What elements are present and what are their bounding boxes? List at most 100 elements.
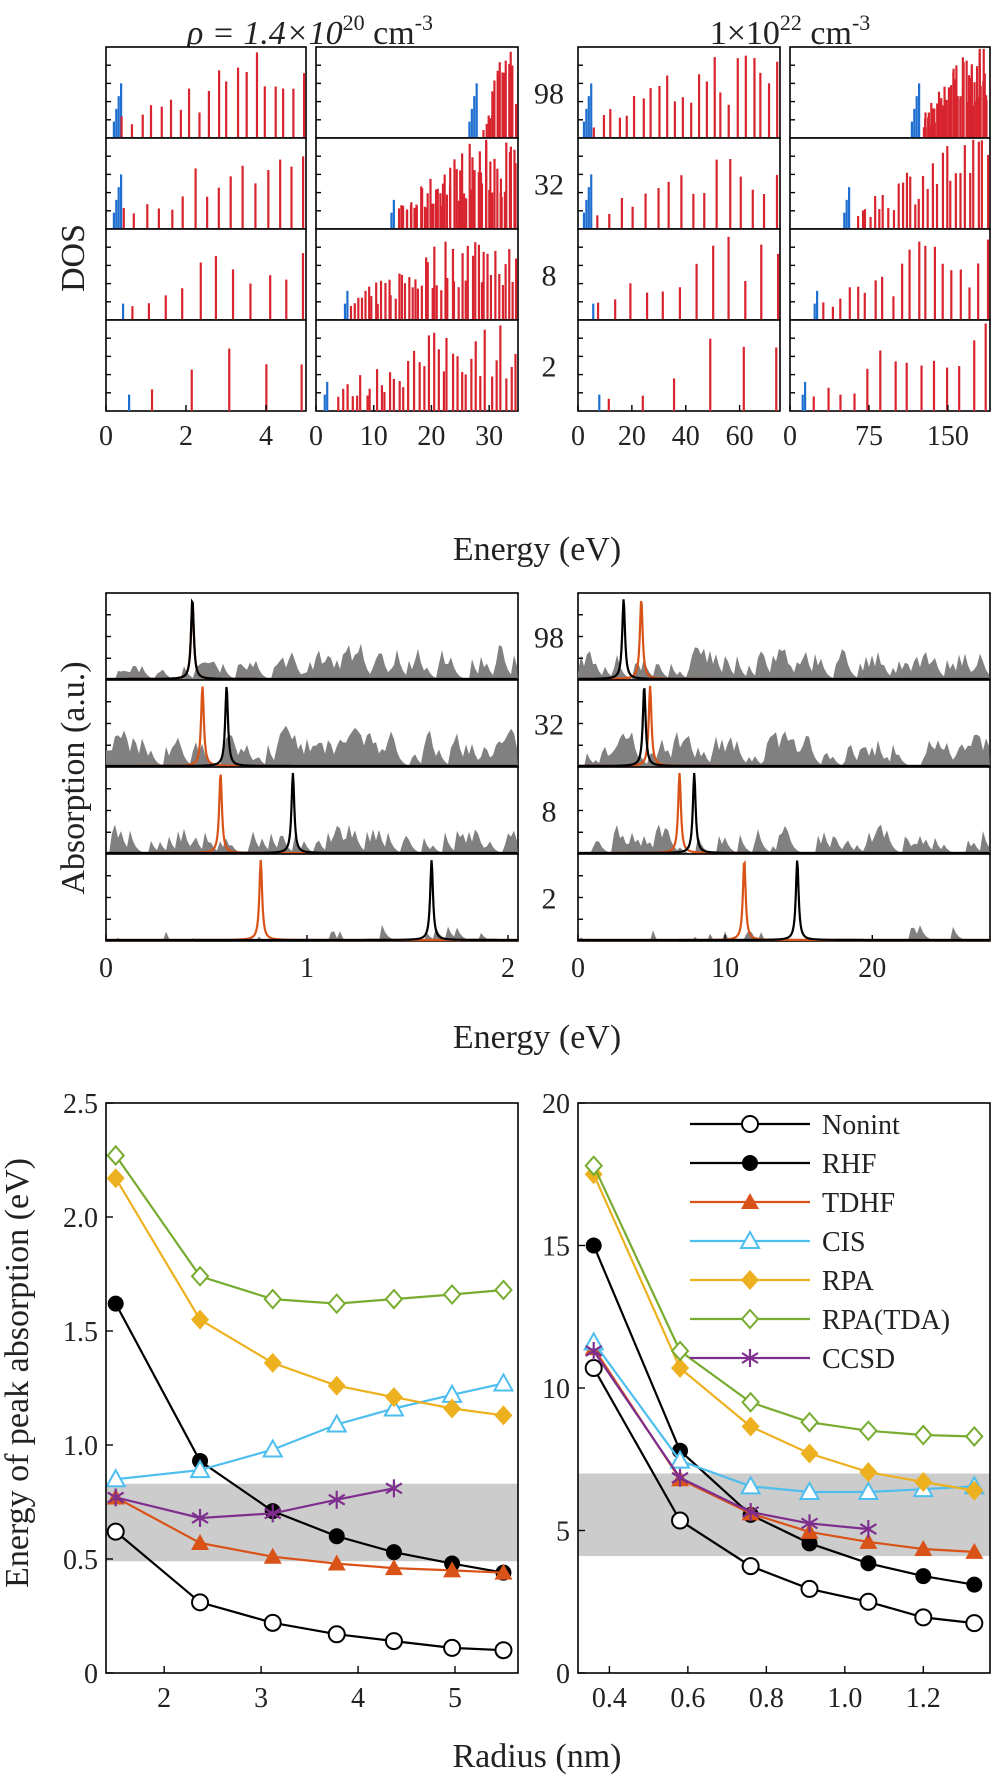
radius-xlabel: Radius (nm): [452, 1738, 621, 1775]
series-marker: [965, 1542, 984, 1559]
dos-xtick-label: 10: [360, 421, 388, 452]
dos-unoccupied-bar: [985, 95, 988, 138]
dos-unoccupied-bar: [225, 81, 228, 138]
series-marker: [383, 1397, 405, 1417]
dos-unoccupied-bar: [901, 263, 904, 320]
series-marker: [915, 1568, 932, 1585]
dos-unoccupied-bar: [963, 145, 966, 229]
series-marker-stroke: [385, 1482, 403, 1495]
legend-marker: [741, 1270, 759, 1290]
dos-unoccupied-bar: [489, 118, 492, 138]
dos-unoccupied-bar: [207, 90, 211, 138]
legend-marker: [741, 1349, 759, 1367]
dos-unoccupied-bar: [413, 207, 416, 229]
dos-unoccupied-bar: [357, 297, 360, 320]
series-marker: [189, 1459, 211, 1479]
dos-unoccupied-bar: [241, 165, 244, 229]
dos-unoccupied-bar: [464, 280, 467, 320]
dos-unoccupied-bar: [695, 263, 698, 320]
dos-unoccupied-bar: [442, 371, 446, 411]
abs-xtick-label: 1: [300, 953, 314, 984]
dos-unoccupied-bar: [715, 159, 718, 229]
dos-panel: [789, 46, 991, 139]
series-marker: [670, 1340, 690, 1362]
dos-occupied-bar: [326, 381, 329, 411]
dos-unoccupied-bar: [470, 358, 473, 411]
dos-row-label: 2: [542, 351, 557, 384]
legend-marker: [741, 1115, 759, 1133]
abs-panel: 0 10 20: [571, 853, 991, 984]
dos-unoccupied-bar: [423, 366, 426, 411]
dos-occupied-bar: [470, 108, 473, 138]
dos-unoccupied-bar: [857, 286, 860, 320]
dos-unoccupied-bar: [509, 51, 512, 138]
dos-unoccupied-bar: [415, 206, 418, 229]
dos-unoccupied-bar: [146, 204, 149, 229]
abs-spectrum-area: [106, 824, 518, 854]
dos-unoccupied-bar: [742, 346, 745, 411]
dos-frame: [105, 137, 307, 230]
dos-unoccupied-bar: [921, 175, 925, 229]
dos-unoccupied-bar: [489, 161, 492, 229]
dos-occupied-bar: [910, 121, 913, 138]
dos-unoccupied-bar: [881, 276, 884, 320]
abs-xtick-label: 0: [571, 953, 585, 984]
dos-unoccupied-bar: [986, 239, 990, 320]
dos-panel: [315, 228, 519, 321]
dos-occupied-bar: [587, 187, 590, 229]
dos-panel: 0 75 150: [783, 319, 991, 452]
dos-unoccupied-bar: [292, 88, 295, 138]
dos-unoccupied-bar: [401, 205, 405, 229]
peak-ytick-label: 2.5: [63, 1089, 98, 1120]
dos-unoccupied-bar: [491, 376, 494, 411]
dos-unoccupied-bar: [384, 283, 387, 320]
dos-unoccupied-bar: [959, 173, 962, 229]
dos-unoccupied-bar: [473, 170, 476, 229]
dos-unoccupied-bar: [775, 347, 778, 411]
series-marker: [262, 1438, 284, 1458]
series-marker: [585, 1237, 602, 1254]
dos-unoccupied-bar: [642, 98, 645, 138]
dos-unoccupied-bar: [279, 159, 282, 229]
dos-unoccupied-bar: [863, 209, 867, 229]
dos-unoccupied-bar: [729, 159, 732, 229]
peak-bg: [106, 1103, 518, 1673]
dos-unoccupied-bar: [480, 282, 484, 320]
series-marker: [671, 1358, 690, 1379]
dos-unoccupied-bar: [368, 286, 371, 320]
series-marker: [669, 1449, 691, 1469]
dos-unoccupied-bar: [972, 139, 975, 229]
series-marker: [801, 1535, 818, 1552]
peak-xtick-label: 0.6: [670, 1683, 705, 1714]
dos-unoccupied-bar: [228, 348, 231, 411]
series-marker: [107, 1488, 125, 1507]
dos-unoccupied-bar: [625, 115, 628, 138]
dos-unoccupied-bar: [644, 193, 647, 229]
dos-unoccupied-bar: [874, 196, 877, 229]
series-marker: [966, 1576, 983, 1593]
dos-unoccupied-bar: [727, 104, 730, 138]
abs-xtick-label: 20: [858, 953, 886, 984]
dos-occupied-bar: [323, 394, 326, 411]
series-marker: [914, 1608, 933, 1627]
dos-unoccupied-bar: [892, 210, 896, 229]
dos-unoccupied-bar: [703, 193, 706, 229]
dos-xtick-label: 0: [571, 421, 585, 452]
dos-frame: [789, 319, 991, 412]
series-marker: [494, 1563, 513, 1580]
dos-unoccupied-bar: [879, 350, 882, 411]
dos-unoccupied-bar: [857, 216, 860, 229]
series-marker: [385, 1544, 402, 1561]
series-marker: [106, 1144, 126, 1166]
dos-unoccupied-bar: [420, 285, 423, 320]
dos-unoccupied-bar: [120, 116, 123, 138]
series-marker: [671, 1468, 689, 1487]
dos-frame: [577, 319, 781, 412]
dos-row-label: 8: [542, 260, 557, 293]
dos-frame: [315, 319, 519, 412]
series-marker: [494, 1641, 513, 1660]
series-marker-stroke: [671, 1471, 689, 1484]
series-marker: [859, 1462, 878, 1483]
dos-unoccupied-bar: [649, 88, 652, 138]
dos-unoccupied-bar: [487, 115, 490, 138]
